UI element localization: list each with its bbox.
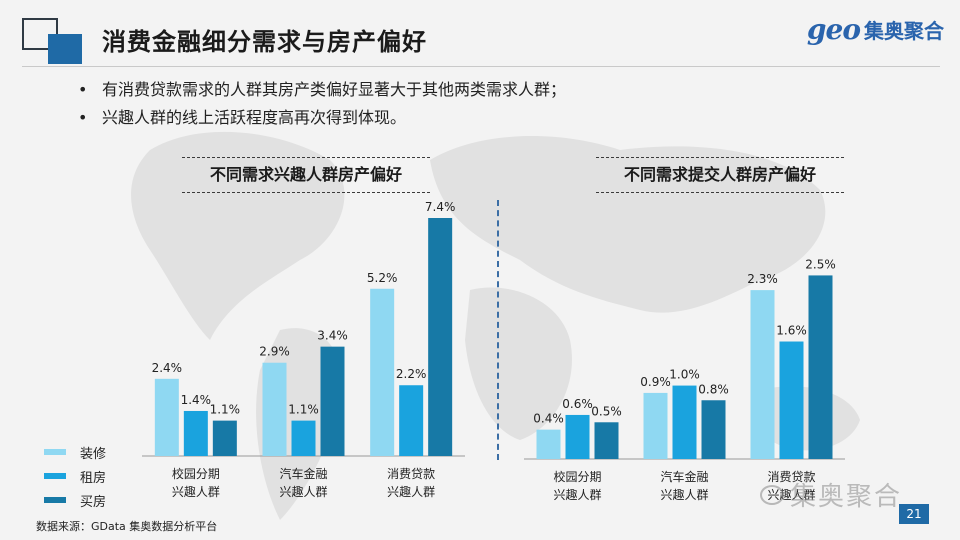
- bar: [183, 410, 208, 456]
- legend-swatch: [44, 497, 66, 503]
- category-label: 校园分期: [172, 466, 220, 481]
- legend-item: 买房: [44, 488, 106, 512]
- legend-label: 租房: [80, 470, 107, 486]
- data-label: 2.4%: [152, 361, 183, 375]
- legend-label: 装修: [80, 446, 107, 462]
- title-deco-block: [48, 34, 82, 64]
- data-label: 1.4%: [181, 393, 212, 407]
- bar: [701, 400, 726, 459]
- bullet-item: 兴趣人群的线上活跃程度高再次得到体现。: [78, 104, 566, 132]
- data-label: 0.9%: [640, 375, 671, 389]
- legend-item: 租房: [44, 464, 106, 488]
- data-label: 0.6%: [562, 397, 593, 411]
- wechat-icon: [760, 484, 784, 505]
- bar: [212, 420, 237, 456]
- legend: 装修 租房 买房: [44, 440, 106, 512]
- bar: [565, 414, 590, 459]
- bar: [399, 385, 424, 456]
- category-label: 汽车金融: [279, 466, 327, 481]
- legend-label: 买房: [80, 494, 107, 510]
- category-label: 校园分期: [553, 469, 601, 484]
- data-label: 1.0%: [669, 368, 700, 382]
- title-divider: [22, 66, 940, 67]
- data-label: 2.3%: [747, 272, 778, 286]
- logo-latin-text: geo: [806, 12, 861, 46]
- bar: [262, 362, 287, 456]
- bar: [779, 341, 804, 459]
- legend-swatch: [44, 449, 66, 455]
- page-title: 消费金融细分需求与房产偏好: [102, 28, 427, 56]
- category-label: 兴趣人群: [660, 487, 708, 502]
- bar: [291, 420, 316, 456]
- right-chart-title: 不同需求提交人群房产偏好: [596, 157, 844, 193]
- bullet-item: 有消费贷款需求的人群其房产类偏好显著大于其他两类需求人群；: [78, 76, 566, 104]
- data-label: 0.5%: [591, 404, 622, 418]
- data-label: 2.5%: [805, 257, 836, 271]
- bar: [750, 290, 775, 459]
- data-label: 5.2%: [367, 271, 398, 285]
- bar: [536, 429, 561, 459]
- bar: [594, 422, 619, 459]
- data-label: 1.1%: [288, 403, 319, 417]
- data-source-note: 数据来源：GData 集奥数据分析平台: [36, 520, 218, 533]
- left-chart-title: 不同需求兴趣人群房产偏好: [182, 157, 430, 193]
- watermark: 集奥聚合: [760, 476, 902, 513]
- bar: [428, 218, 453, 456]
- data-label: 1.1%: [210, 403, 241, 417]
- category-label: 兴趣人群: [553, 487, 601, 502]
- data-label: 2.2%: [396, 367, 427, 381]
- category-label: 兴趣人群: [172, 484, 220, 499]
- bar: [672, 385, 697, 459]
- bar: [643, 392, 668, 459]
- data-label: 7.4%: [425, 200, 456, 214]
- data-label: 3.4%: [317, 329, 348, 343]
- bar: [370, 288, 395, 456]
- logo-cn-text: 集奥聚合: [864, 18, 944, 43]
- bar: [808, 275, 833, 459]
- category-label: 兴趣人群: [279, 484, 327, 499]
- category-label: 汽车金融: [660, 469, 708, 484]
- legend-item: 装修: [44, 440, 106, 464]
- category-label: 兴趣人群: [387, 484, 435, 499]
- brand-logo: geo 集奥聚合: [807, 12, 944, 46]
- bullet-list: 有消费贷款需求的人群其房产类偏好显著大于其他两类需求人群； 兴趣人群的线上活跃程…: [78, 76, 566, 132]
- legend-swatch: [44, 473, 66, 479]
- watermark-text: 集奥聚合: [790, 482, 903, 512]
- category-label: 消费贷款: [387, 467, 435, 481]
- data-label: 0.4%: [533, 412, 564, 426]
- data-label: 2.9%: [259, 345, 290, 359]
- data-label: 0.8%: [698, 382, 729, 396]
- bar: [320, 346, 345, 456]
- bar: [154, 378, 179, 456]
- category-label: 消费贷款: [767, 470, 815, 484]
- page-number: 21: [899, 504, 929, 524]
- data-label: 1.6%: [776, 324, 807, 338]
- chart-divider: [497, 200, 499, 460]
